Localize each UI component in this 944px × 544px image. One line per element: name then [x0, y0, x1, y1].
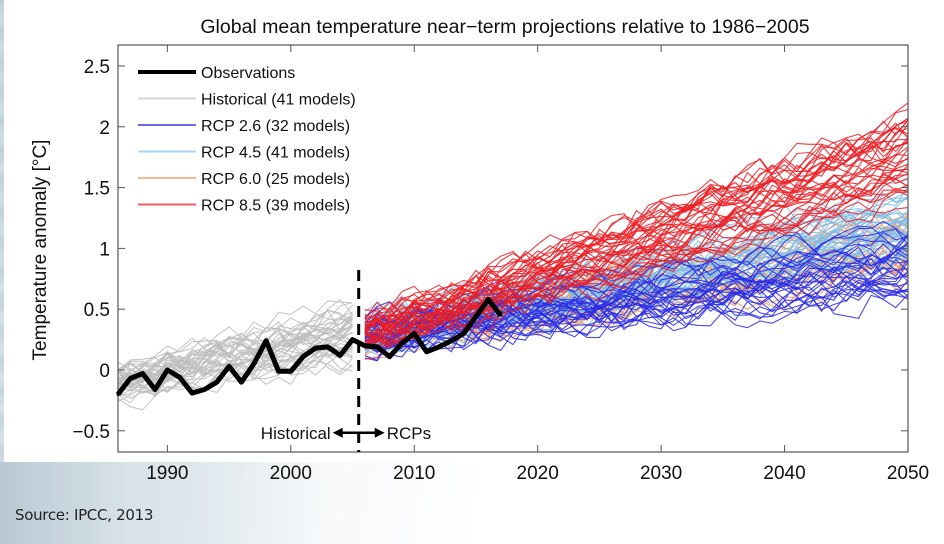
x-tick-label: 2020 [517, 463, 559, 484]
model-run-line [364, 118, 909, 332]
model-run-line [364, 172, 909, 347]
observation-point [400, 341, 404, 345]
model-run-line [364, 280, 909, 349]
observation-point [388, 355, 392, 359]
legend: Observations Historical (41 models) RCP 2.… [138, 65, 356, 215]
model-run-line [364, 212, 909, 340]
y-axis-label: Temperature anomaly [°C] [30, 140, 51, 361]
x-tick-label: 2030 [640, 463, 682, 484]
observation-point [178, 375, 182, 379]
model-run-line [117, 316, 353, 380]
model-run-line [117, 309, 353, 389]
observation-point [499, 313, 503, 317]
observation-point [141, 372, 145, 376]
chart-title: Global mean temperature near−term projec… [200, 16, 809, 38]
y-tick-label: 1 [99, 239, 110, 260]
legend-label: RCP 4.5 (41 models) [201, 145, 350, 162]
model-run-line [117, 301, 353, 382]
model-run-line [364, 257, 909, 358]
observation-point [462, 332, 466, 336]
observation-point [449, 339, 453, 343]
model-run-line [117, 312, 353, 388]
observation-point [301, 355, 305, 359]
observation-point [338, 353, 342, 357]
observations-series [116, 297, 503, 396]
y-tick-label: 2.5 [84, 57, 110, 78]
annotation-rcps: RCPs [387, 424, 431, 443]
observation-point [486, 297, 490, 301]
model-run-line [364, 108, 909, 328]
arrow-left-icon [332, 427, 343, 438]
observation-point [351, 338, 355, 342]
legend-label: RCP 6.0 (25 models) [201, 171, 350, 188]
legend-label: Historical (41 models) [201, 92, 356, 109]
observation-point [128, 377, 132, 381]
model-run-line [117, 304, 353, 372]
model-run-line [364, 174, 909, 360]
observation-point [252, 362, 256, 366]
ensemble-rcp-8-5 [364, 102, 909, 360]
model-run-line [364, 189, 909, 349]
legend-label: Observations [201, 65, 295, 82]
axes: 1990 2000 2010 2020 2030 2040 2050 −0.5 0 0.5 1 1.5… [72, 44, 929, 484]
observation-point [289, 369, 293, 373]
y-tick-label: 2 [99, 118, 110, 139]
observation-point [314, 346, 317, 350]
observation-point [425, 350, 429, 354]
observation-point [375, 345, 379, 349]
model-run-line [364, 201, 909, 343]
model-run-line [364, 267, 909, 346]
observation-point [153, 387, 157, 391]
observation-point [437, 345, 441, 349]
observations-line [116, 297, 503, 396]
model-run-line [364, 283, 909, 352]
observation-point [190, 391, 194, 395]
model-run-line [364, 127, 909, 342]
observation-point [276, 369, 280, 373]
legend-label: RCP 8.5 (39 models) [201, 198, 350, 215]
observation-point [474, 314, 478, 318]
model-ensembles [117, 102, 909, 411]
y-tick-label: 0.5 [84, 300, 110, 321]
arrow-right-icon [374, 427, 385, 438]
model-run-line [117, 339, 353, 397]
observation-point [264, 339, 268, 343]
observation-point [215, 380, 219, 384]
x-tick-label: 1990 [146, 463, 188, 484]
observation-point [326, 345, 330, 349]
model-run-line [364, 140, 909, 340]
model-run-line [364, 156, 909, 337]
model-run-line [364, 136, 909, 337]
x-tick-label: 2040 [763, 463, 805, 484]
model-run-line [364, 142, 909, 330]
model-run-line [364, 189, 909, 350]
legend-label: RCP 2.6 (32 models) [201, 118, 350, 135]
ensemble-historical [117, 298, 353, 411]
annotation-historical: Historical [261, 424, 331, 443]
model-run-line [364, 274, 909, 342]
model-run-line [364, 126, 909, 327]
period-annotation: Historical RCPs [261, 424, 431, 443]
model-run-line [364, 164, 909, 349]
observation-point [227, 364, 231, 368]
x-tick-label: 2050 [887, 463, 929, 484]
source-citation: Source: IPCC, 2013 [15, 506, 154, 524]
background-footer [0, 462, 320, 544]
observation-point [412, 332, 416, 336]
y-tick-label: 0 [99, 361, 110, 382]
observation-point [116, 392, 120, 396]
observation-point [202, 387, 206, 391]
observation-point [165, 368, 169, 372]
observation-point [239, 380, 243, 384]
y-tick-label: 1.5 [84, 179, 110, 200]
y-tick-label: −0.5 [72, 422, 110, 443]
x-tick-label: 2000 [270, 463, 312, 484]
observation-point [363, 344, 367, 348]
x-tick-label: 2010 [393, 463, 435, 484]
